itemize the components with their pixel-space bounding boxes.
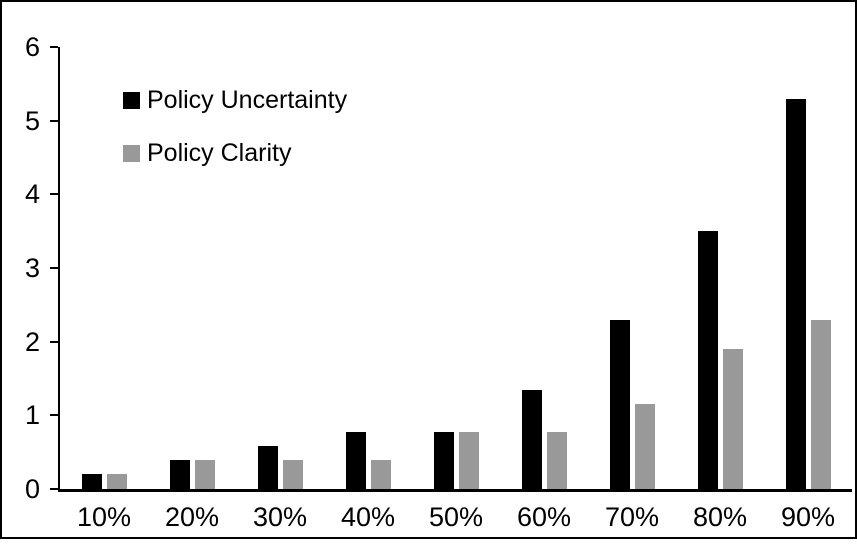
y-tick-label: 0: [24, 474, 40, 504]
y-tick-label: 3: [24, 253, 40, 283]
bar-policy-uncertainty: [169, 459, 190, 489]
y-tick-mark: [50, 267, 58, 269]
x-tick-label: 60%: [516, 502, 572, 532]
legend-label-policy-uncertainty: Policy Uncertainty: [147, 86, 348, 114]
bar-policy-uncertainty: [257, 446, 278, 489]
x-axis-labels: 10% 20% 30% 40% 50% 60% 70% 80% 90%: [60, 502, 852, 533]
bar-group-40%: [324, 47, 412, 489]
legend-label-policy-clarity: Policy Clarity: [147, 139, 292, 167]
bar-policy-clarity: [810, 319, 831, 489]
bar-groups: [60, 47, 852, 489]
bar-group-70%: [588, 47, 676, 489]
bar-group-10%: [60, 47, 148, 489]
y-tick-mark: [50, 414, 58, 417]
bar-group-80%: [676, 47, 764, 489]
bar-policy-uncertainty: [521, 389, 542, 489]
y-tick-mark: [50, 193, 58, 196]
bar-group-30%: [236, 47, 324, 489]
x-tick-label: 80%: [692, 502, 748, 532]
bar-group-60%: [500, 47, 588, 489]
x-tick-label: 70%: [604, 502, 660, 532]
x-tick-label: 10%: [76, 502, 132, 532]
bar-policy-clarity: [370, 459, 391, 489]
legend-swatch-policy-clarity-icon: [123, 145, 140, 162]
x-tick-label: 20%: [164, 502, 220, 532]
x-tick-label: 40%: [340, 502, 396, 532]
y-tick-label: 4: [24, 179, 40, 210]
legend-swatch-policy-uncertainty-icon: [123, 92, 140, 109]
y-tick-label: 2: [24, 326, 40, 357]
bar-group-20%: [148, 47, 236, 489]
bar-policy-clarity: [458, 432, 479, 489]
y-tick-label: 1: [24, 400, 40, 431]
bar-policy-clarity: [546, 431, 567, 489]
bar-policy-clarity: [194, 459, 215, 489]
bar-group-50%: [412, 47, 500, 489]
bar-policy-uncertainty: [785, 98, 806, 489]
bar-policy-uncertainty: [345, 432, 366, 489]
bar-policy-clarity: [634, 404, 655, 489]
x-tick-label: 90%: [780, 502, 836, 532]
y-tick-label: 5: [24, 105, 40, 136]
x-tick-label: 50%: [428, 502, 484, 532]
legend-item-policy-uncertainty: Policy Uncertainty: [123, 86, 347, 115]
y-tick-label: 6: [24, 32, 40, 62]
bar-group-90%: [764, 47, 852, 489]
y-tick-mark: [50, 488, 58, 490]
bar-policy-clarity: [282, 459, 303, 489]
y-tick-mark: [50, 119, 58, 122]
plot-area: [58, 47, 852, 492]
legend-item-policy-clarity: Policy Clarity: [123, 139, 347, 168]
y-tick-mark: [50, 46, 58, 48]
bar-policy-uncertainty: [697, 231, 718, 489]
x-tick-label: 30%: [252, 502, 308, 532]
bar-policy-clarity: [722, 349, 743, 489]
bar-policy-uncertainty: [609, 319, 630, 489]
bar-policy-clarity: [106, 474, 127, 489]
bar-policy-uncertainty: [81, 474, 102, 489]
y-tick-mark: [50, 340, 58, 343]
bar-policy-uncertainty: [433, 431, 454, 489]
legend: Policy Uncertainty Policy Clarity: [123, 86, 347, 168]
